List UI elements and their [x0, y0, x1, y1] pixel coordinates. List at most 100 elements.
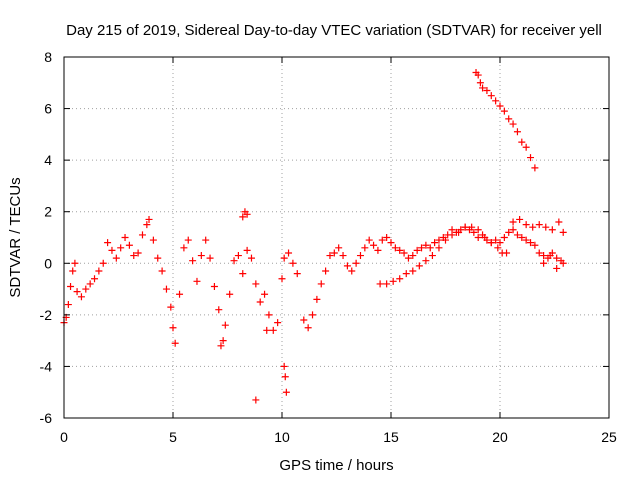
data-point: [104, 239, 112, 247]
y-tick-label: -2: [40, 307, 53, 323]
data-point: [365, 236, 373, 244]
data-point: [239, 270, 247, 278]
data-point: [509, 120, 517, 128]
data-point: [513, 231, 521, 239]
data-point: [95, 267, 103, 275]
data-point: [503, 249, 511, 257]
data-point: [130, 252, 138, 260]
data-point: [117, 244, 125, 252]
y-tick-label: 2: [44, 204, 52, 220]
data-point: [389, 277, 397, 285]
data-point: [378, 236, 386, 244]
data-point: [335, 244, 343, 252]
axis-ticks: 0 5 10 15 20 25 -6 -4 -2 0 2 4 6 8: [40, 49, 617, 445]
x-tick-label: 15: [383, 429, 399, 445]
y-tick-label: 0: [44, 255, 52, 271]
data-point: [265, 311, 273, 319]
data-point: [67, 282, 75, 290]
data-point: [293, 270, 301, 278]
data-point: [145, 215, 153, 223]
data-point: [542, 223, 550, 231]
data-point: [184, 236, 192, 244]
data-point: [415, 262, 423, 270]
x-tick-label: 0: [60, 429, 68, 445]
x-axis-title: GPS time / hours: [279, 457, 393, 474]
data-point: [193, 277, 201, 285]
data-point: [426, 244, 434, 252]
data-point: [522, 221, 530, 229]
data-point: [210, 282, 218, 290]
data-point: [494, 244, 502, 252]
data-point: [553, 254, 561, 262]
data-point: [143, 221, 151, 229]
data-point: [559, 228, 567, 236]
data-point: [487, 239, 495, 247]
data-point: [559, 259, 567, 267]
data-point: [217, 342, 225, 350]
data-point: [546, 252, 554, 260]
data-point: [330, 249, 338, 257]
y-tick-label: -4: [40, 358, 53, 374]
data-point: [492, 236, 500, 244]
data-point: [189, 257, 197, 265]
data-point: [282, 388, 290, 396]
x-tick-label: 5: [169, 429, 177, 445]
data-point: [230, 257, 238, 265]
data-point: [252, 280, 260, 288]
data-point: [206, 254, 214, 262]
data-point: [234, 252, 242, 260]
data-point: [516, 215, 524, 223]
y-tick-label: 6: [44, 101, 52, 117]
data-point: [108, 246, 116, 254]
data-point: [496, 102, 504, 110]
data-point: [304, 324, 312, 332]
data-point: [247, 254, 255, 262]
data-point: [435, 236, 443, 244]
data-point: [396, 246, 404, 254]
data-point: [548, 226, 556, 234]
data-point: [356, 252, 364, 260]
data-point: [474, 226, 482, 234]
data-point: [252, 396, 260, 404]
data-point: [322, 267, 330, 275]
data-point: [374, 246, 382, 254]
data-point: [540, 259, 548, 267]
data-point: [197, 252, 205, 260]
data-point: [281, 373, 289, 381]
data-point: [428, 252, 436, 260]
data-points: [60, 68, 567, 404]
data-point: [162, 285, 170, 293]
data-point: [522, 143, 530, 151]
data-point: [243, 246, 251, 254]
y-tick-label: -6: [40, 410, 53, 426]
data-point: [176, 290, 184, 298]
data-point: [112, 254, 120, 262]
data-point: [99, 259, 107, 267]
data-point: [158, 267, 166, 275]
data-point: [261, 290, 269, 298]
data-point: [86, 280, 94, 288]
data-point: [239, 213, 247, 221]
chart-title: Day 215 of 2019, Sidereal Day-to-day VTE…: [66, 22, 602, 39]
data-point: [409, 252, 417, 260]
data-point: [529, 223, 537, 231]
data-point: [500, 234, 508, 241]
data-point: [243, 210, 251, 218]
data-point: [309, 311, 317, 319]
y-tick-label: 8: [44, 49, 52, 65]
data-point: [289, 259, 297, 267]
data-point: [343, 262, 351, 270]
data-point: [256, 298, 264, 306]
data-point: [202, 236, 210, 244]
data-point: [531, 241, 539, 249]
data-point: [391, 244, 399, 252]
data-point: [167, 303, 175, 311]
data-point: [500, 107, 508, 115]
plot-frame: [63, 56, 610, 419]
data-point: [418, 244, 426, 252]
data-point: [263, 326, 271, 334]
data-point: [481, 234, 489, 241]
data-point: [470, 228, 478, 236]
data-point: [169, 324, 177, 332]
